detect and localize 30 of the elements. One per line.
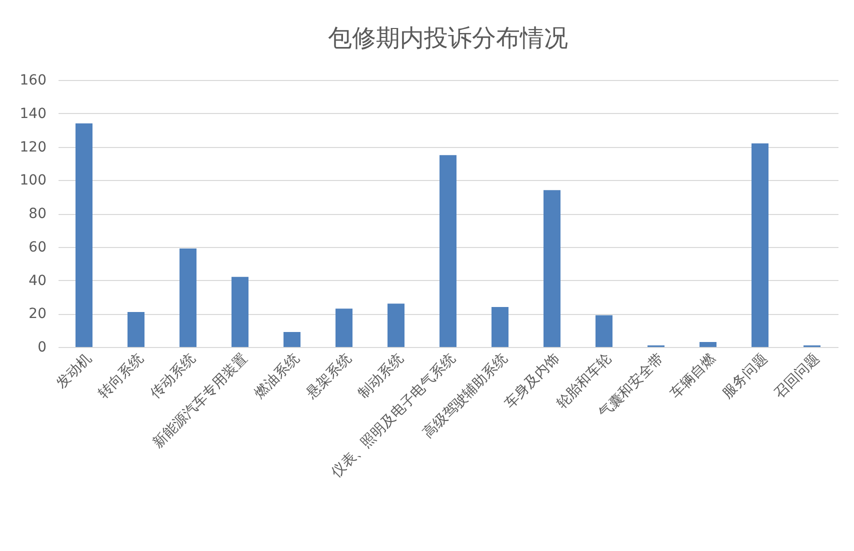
chart-title: 包修期内投诉分布情况 [328, 24, 568, 52]
x-tick-label: 燃油系统 [252, 350, 303, 402]
y-tick-label: 40 [28, 272, 46, 289]
x-tick-label: 服务问题 [720, 350, 771, 402]
bar [596, 315, 612, 347]
x-tick-label: 转向系统 [96, 350, 147, 402]
y-tick-label: 20 [28, 306, 46, 322]
y-tick-label: 100 [20, 172, 46, 189]
bar [544, 190, 560, 347]
bar [232, 276, 248, 347]
y-tick-label: 120 [20, 139, 46, 156]
bar [492, 306, 508, 347]
bar [388, 304, 404, 347]
bar [700, 342, 716, 347]
y-tick-label: 160 [20, 72, 46, 88]
bar [336, 308, 352, 347]
y-tick-label: 60 [28, 239, 46, 256]
y-tick-label: 80 [28, 206, 46, 222]
bar [180, 248, 196, 347]
bar [76, 123, 92, 347]
x-tick-label: 悬架系统 [302, 350, 355, 402]
x-tick-label: 车辆自燃 [668, 350, 719, 402]
y-tick-label: 0 [38, 340, 46, 356]
bar [440, 155, 456, 347]
x-tick-label: 召回问题 [772, 350, 823, 402]
y-tick-label: 140 [20, 106, 46, 122]
bar [128, 312, 144, 347]
bar [284, 332, 300, 347]
bar [752, 143, 768, 347]
x-tick-label: 发动机 [54, 350, 95, 392]
